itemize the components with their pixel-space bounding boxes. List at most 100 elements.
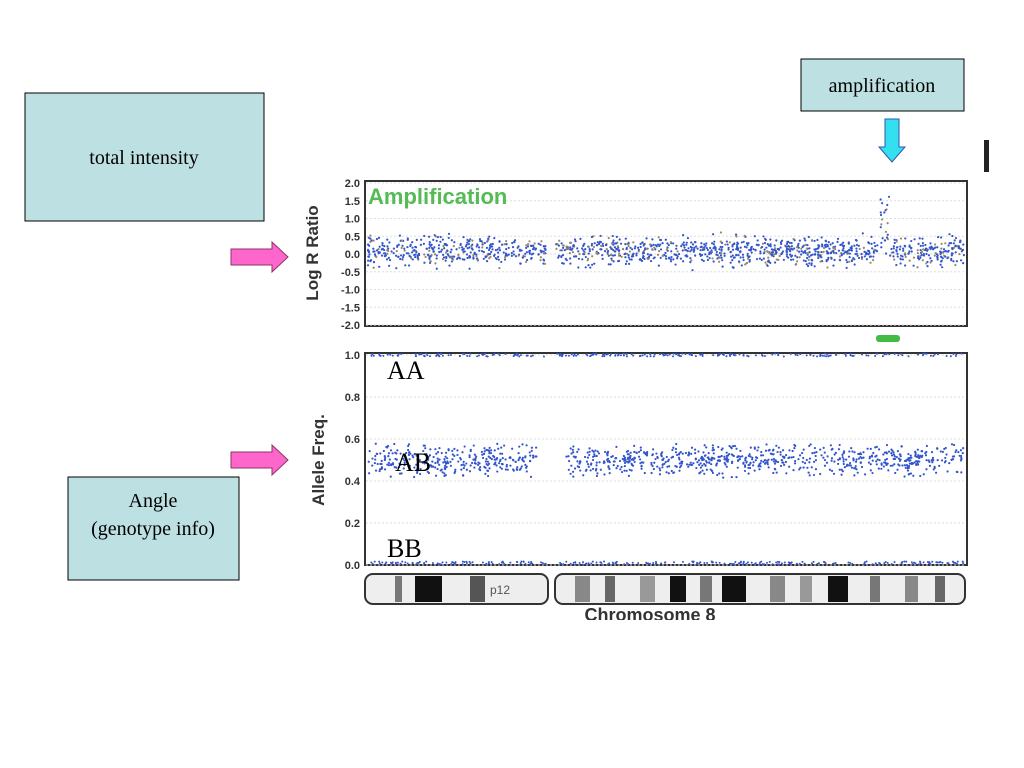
dot [407,453,410,457]
dot [897,463,900,466]
dot [940,247,943,250]
dot [514,255,518,258]
dot [569,447,572,450]
dot [793,247,796,250]
arrow [230,240,289,274]
dot [601,244,605,247]
dot [898,248,902,251]
dot [496,470,499,473]
dot [396,561,399,564]
dot [685,243,688,246]
dot [961,560,964,563]
dot [769,243,772,246]
dot [798,562,801,565]
dot [641,241,644,244]
dot [762,252,766,255]
dot [825,243,828,246]
dot [952,443,956,447]
dot [372,260,376,264]
dot [772,458,776,461]
dot [639,258,642,261]
dot [675,253,678,257]
dot [954,450,957,454]
dot [840,473,843,476]
dot [632,241,635,244]
dot [823,451,826,454]
dot [744,457,747,460]
dot [401,244,404,247]
dot [941,561,944,564]
dot [725,355,728,358]
dot [568,241,572,245]
dot [790,247,793,250]
dot [488,257,491,260]
dot [527,561,530,564]
dot [444,251,448,254]
dot [411,251,414,254]
dot [812,354,815,357]
dot [901,354,904,357]
dot [686,236,690,240]
dot [799,353,802,356]
dot [852,459,855,462]
dot [882,465,885,468]
dot [680,464,683,467]
dot [710,469,714,473]
dot [698,472,701,475]
dot [524,260,528,264]
dot [405,252,408,255]
dot [856,471,859,474]
dot [758,257,762,260]
dot [607,254,610,257]
dot [468,454,471,457]
dot [726,243,729,246]
dot [800,253,803,256]
dot [529,244,533,247]
dot [574,563,577,566]
dot [926,561,929,564]
dot [722,476,725,479]
dot [399,452,402,455]
dot [803,562,806,565]
dot [885,352,888,355]
dot [930,451,934,454]
scatter-decoration [366,195,966,566]
dot [816,238,819,242]
dot [367,243,370,246]
dot [713,457,716,460]
dot [813,239,816,243]
dot [656,455,659,459]
dot [779,246,782,249]
dot [936,353,939,356]
dot [555,243,558,246]
dot [866,447,869,450]
dot [924,243,927,247]
dot [792,258,795,261]
dot [654,248,657,251]
dot [572,354,575,357]
dot [633,450,636,453]
dot [685,255,688,258]
dot [759,250,762,253]
dot [742,256,745,259]
dot [614,457,617,460]
dot [962,254,966,257]
dot [944,446,947,450]
dot [699,561,702,564]
dot [807,251,810,254]
dot [610,247,613,250]
dot [903,252,907,255]
dot [672,561,675,564]
dot [738,250,742,253]
dot [718,459,721,462]
dot [803,461,807,465]
dot [684,353,687,356]
dot [603,354,606,357]
dot [439,235,442,239]
dot [425,456,429,459]
dot [706,248,709,252]
dot [379,354,382,357]
dot [633,457,637,460]
dot [388,258,392,262]
dot [730,562,733,565]
